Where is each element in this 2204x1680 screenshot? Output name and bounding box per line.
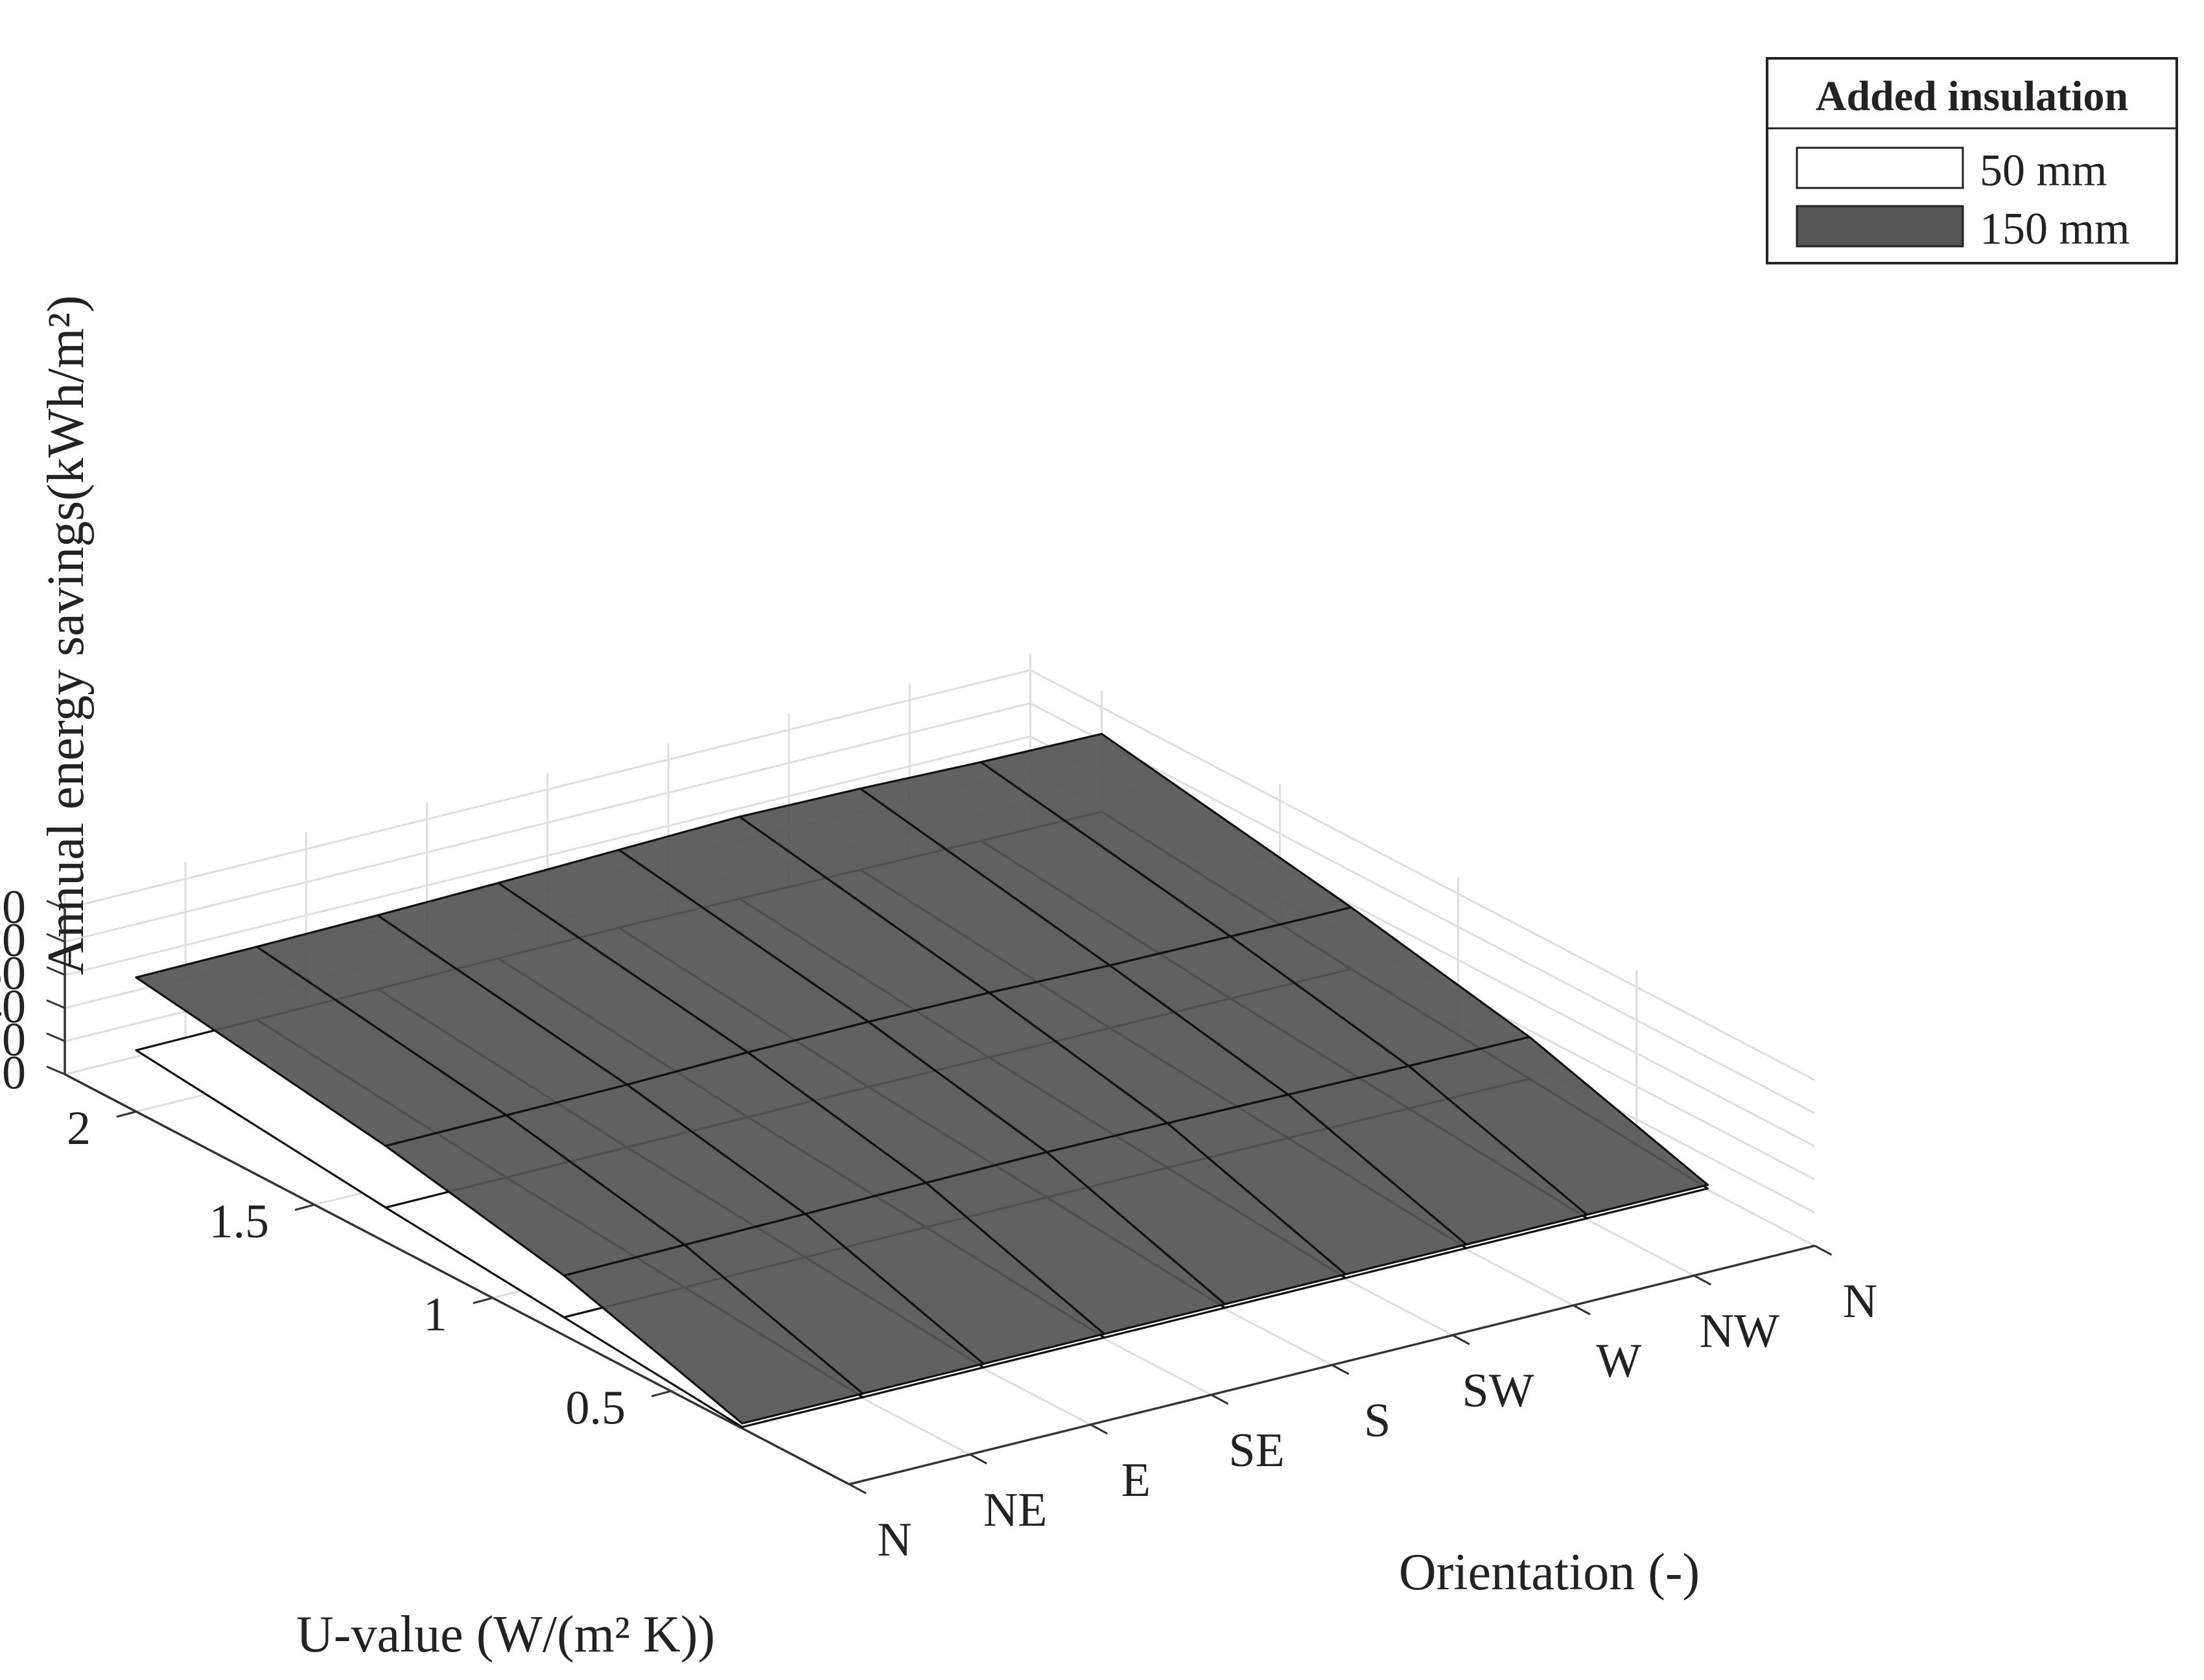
u-value-tick-label-0: 0.5	[566, 1381, 626, 1434]
savings-tick-mark-0	[46, 1066, 65, 1075]
u-value-tick-label-1: 1	[423, 1289, 447, 1342]
legend: Added insulation 50 mm 150 mm	[1766, 57, 2178, 264]
u-value-axis-label: U-value (W/(m² K))	[296, 1606, 715, 1663]
savings-tick-mark-5	[46, 900, 65, 910]
u-value-tick-mark-3	[116, 1110, 137, 1118]
orientation-tick-label-3: SE	[1228, 1424, 1284, 1477]
savings-tick-label-1: 20	[0, 1013, 26, 1066]
savings-tick-mark-3	[46, 966, 65, 976]
orientation-axis-label: Orientation (-)	[1399, 1544, 1700, 1601]
orientation-tick-label-4: S	[1364, 1394, 1390, 1447]
orientation-tick-mark-2	[1090, 1423, 1108, 1435]
u-value-tick-mark-2	[294, 1204, 315, 1211]
orientation-tick-label-2: E	[1121, 1454, 1151, 1507]
orientation-tick-mark-1	[969, 1453, 987, 1465]
savings-tick-label-0: 0	[2, 1047, 26, 1100]
savings-tick-mark-1	[46, 1032, 65, 1042]
savings-tick-label-2: 40	[0, 980, 26, 1033]
u-value-tick-label-2: 1.5	[209, 1195, 270, 1248]
orientation-tick-label-1: NE	[983, 1484, 1048, 1537]
u-value-tick-mark-0	[651, 1390, 672, 1397]
savings-tick-mark-4	[46, 933, 65, 943]
savings-axis-label: Annual energy savings(kWh/m²)	[38, 296, 95, 975]
side-wall-horizontal-gridline-4	[1029, 702, 1816, 1114]
savings-tick-label-4: 80	[0, 914, 26, 967]
legend-swatch-50mm	[1796, 146, 1964, 189]
orientation-tick-mark-0	[849, 1483, 867, 1495]
orientation-tick-mark-7	[1693, 1274, 1712, 1286]
orientation-tick-mark-8	[1814, 1244, 1833, 1256]
savings-tick-label-5: 100	[0, 881, 26, 934]
orientation-tick-mark-5	[1452, 1334, 1470, 1346]
u-value-axis-line	[64, 1073, 850, 1486]
back-wall-horizontal-gridline-3	[64, 735, 1031, 976]
orientation-tick-mark-3	[1210, 1394, 1229, 1405]
legend-label-50mm: 50 mm	[1980, 146, 2107, 196]
orientation-tick-mark-6	[1573, 1304, 1591, 1316]
orientation-tick-mark-4	[1331, 1364, 1350, 1375]
back-wall-horizontal-gridline-4	[64, 702, 1031, 943]
surface-patch-1-0-7	[1407, 1036, 1709, 1216]
surfaces	[135, 732, 1709, 1429]
u-value-tick-mark-1	[473, 1297, 493, 1304]
orientation-tick-label-6: W	[1596, 1335, 1641, 1388]
side-wall-horizontal-gridline-5	[1029, 669, 1816, 1081]
savings-tick-mark-2	[46, 999, 65, 1009]
savings-tick-label-3: 60	[0, 947, 26, 1000]
surface-150-mm	[135, 732, 1709, 1425]
orientation-tick-label-8: N	[1843, 1275, 1877, 1328]
legend-label-150mm: 150 mm	[1980, 204, 2129, 254]
orientation-tick-label-5: SW	[1462, 1364, 1534, 1418]
legend-swatch-150mm	[1796, 205, 1964, 248]
back-wall-horizontal-gridline-5	[64, 669, 1031, 910]
orientation-tick-label-7: NW	[1700, 1305, 1779, 1358]
u-value-tick-label-3: 2	[67, 1102, 91, 1155]
legend-title: Added insulation	[1816, 73, 2128, 120]
orientation-tick-label-0: N	[877, 1513, 911, 1567]
